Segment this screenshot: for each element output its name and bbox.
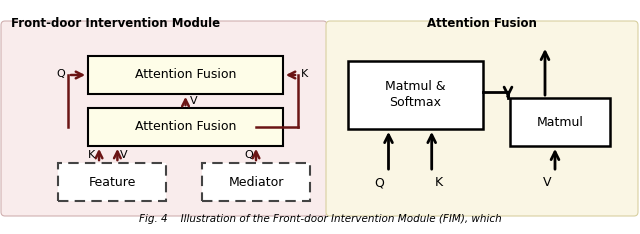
Text: Feature: Feature xyxy=(88,176,136,189)
Text: K: K xyxy=(88,150,95,160)
Text: Q: Q xyxy=(374,176,385,189)
Text: Attention Fusion: Attention Fusion xyxy=(135,69,236,81)
FancyBboxPatch shape xyxy=(1,21,327,216)
FancyBboxPatch shape xyxy=(326,21,638,216)
Text: V: V xyxy=(189,96,197,106)
FancyBboxPatch shape xyxy=(348,61,483,129)
FancyBboxPatch shape xyxy=(88,56,283,94)
Text: Attention Fusion: Attention Fusion xyxy=(135,121,236,134)
FancyBboxPatch shape xyxy=(58,163,166,201)
Text: V: V xyxy=(120,150,128,160)
Text: Softmax: Softmax xyxy=(390,96,442,110)
Text: Matmul &: Matmul & xyxy=(385,80,446,94)
Text: Attention Fusion: Attention Fusion xyxy=(427,17,537,30)
Text: Q: Q xyxy=(244,150,253,160)
Text: K: K xyxy=(435,176,443,189)
Text: K: K xyxy=(301,69,308,79)
Text: V: V xyxy=(543,176,551,189)
FancyBboxPatch shape xyxy=(510,98,610,146)
Text: Matmul: Matmul xyxy=(536,116,584,128)
Text: Front-door Intervention Module: Front-door Intervention Module xyxy=(11,17,220,30)
Text: Fig. 4    Illustration of the Front-door Intervention Module (FIM), which: Fig. 4 Illustration of the Front-door In… xyxy=(139,214,501,224)
FancyBboxPatch shape xyxy=(202,163,310,201)
FancyBboxPatch shape xyxy=(88,108,283,146)
Text: Mediator: Mediator xyxy=(228,176,284,189)
Text: Q: Q xyxy=(56,69,65,79)
